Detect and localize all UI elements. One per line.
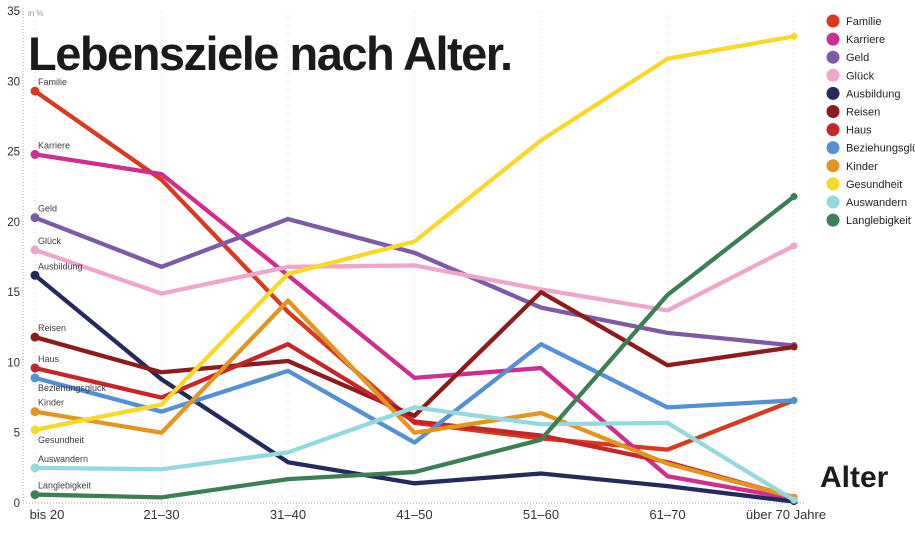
y-tick-label-0: 0 bbox=[14, 498, 20, 510]
series-end-dot-gesundheit bbox=[790, 32, 798, 40]
series-start-dot-geld bbox=[30, 213, 40, 223]
legend-label-reisen: Reisen bbox=[846, 107, 880, 119]
series-label-familie: Familie bbox=[38, 77, 67, 87]
series-line-geld bbox=[32, 215, 797, 348]
legend-swatch-ausbildung bbox=[826, 86, 840, 100]
y-tick-label-35: 35 bbox=[7, 6, 20, 18]
x-tick-label-51-60: 51–60 bbox=[523, 507, 559, 522]
series-label-langlebigkeit: Langlebigkeit bbox=[38, 481, 92, 491]
legend-label-kinder: Kinder bbox=[846, 161, 878, 173]
series-line-gl-ck bbox=[32, 243, 797, 313]
series-label-haus: Haus bbox=[38, 354, 60, 364]
series-end-dot-auswandern bbox=[790, 496, 798, 504]
series-label-ausbildung: Ausbildung bbox=[38, 261, 83, 271]
legend-swatch-kinder bbox=[826, 159, 840, 173]
x-tick-label-21-30: 21–30 bbox=[143, 507, 179, 522]
legend-label-auswandern: Auswandern bbox=[846, 197, 907, 209]
y-tick-label-20: 20 bbox=[7, 217, 20, 229]
legend-swatch-gl-ck bbox=[826, 68, 840, 82]
x-axis-title: Alter bbox=[820, 461, 889, 494]
legend-label-geld: Geld bbox=[846, 52, 869, 64]
series-start-dot-kinder bbox=[30, 407, 40, 417]
series-label-beziehungsgl-ck: Beziehungsglück bbox=[38, 383, 107, 393]
series-start-dot-karriere bbox=[30, 149, 40, 159]
legend-swatch-geld bbox=[826, 50, 840, 64]
legend-label-langlebigkeit: Langlebigkeit bbox=[846, 215, 911, 227]
series-start-dot-auswandern bbox=[30, 463, 40, 473]
series-start-dot-beziehungsgl-ck bbox=[30, 373, 40, 383]
legend-swatch-reisen bbox=[826, 105, 840, 118]
y-tick-label-5: 5 bbox=[14, 428, 20, 440]
legend-swatch-auswandern bbox=[826, 195, 840, 209]
legend-swatch-haus bbox=[826, 123, 840, 137]
legend-label-gl-ck: Glück bbox=[846, 70, 875, 82]
legend-label-haus: Haus bbox=[846, 125, 872, 137]
series-line-beziehungsgl-ck bbox=[32, 342, 797, 445]
y-axis-unit-label: in % bbox=[28, 9, 44, 18]
y-tick-label-30: 30 bbox=[7, 76, 20, 88]
legend-swatch-langlebigkeit bbox=[826, 213, 840, 227]
legend-label-ausbildung: Ausbildung bbox=[846, 88, 900, 100]
series-line-auswandern bbox=[32, 405, 797, 503]
series-label-gl-ck: Glück bbox=[38, 236, 62, 246]
legend-label-beziehungsgl-ck: Beziehungsglück bbox=[846, 143, 915, 155]
y-tick-label-15: 15 bbox=[7, 287, 20, 299]
series-line-langlebigkeit bbox=[32, 194, 797, 500]
series-line-reisen bbox=[32, 289, 797, 418]
series-start-dot-langlebigkeit bbox=[30, 490, 40, 500]
series-start-dot-ausbildung bbox=[30, 270, 40, 280]
legend-swatch-familie bbox=[826, 14, 840, 28]
legend-label-gesundheit: Gesundheit bbox=[846, 179, 902, 191]
series-label-kinder: Kinder bbox=[38, 398, 64, 408]
x-tick-label-31-40: 31–40 bbox=[270, 507, 306, 522]
series-end-dot-beziehungsgl-ck bbox=[790, 396, 798, 404]
series-start-dot-gesundheit bbox=[30, 425, 40, 435]
series-start-dot-familie bbox=[30, 86, 40, 96]
series-start-dot-haus bbox=[30, 363, 40, 373]
chart-title: Lebensziele nach Alter. bbox=[28, 27, 513, 80]
x-tick-label--ber-70-jahre: über 70 Jahre bbox=[746, 507, 826, 522]
series-start-dot-reisen bbox=[30, 332, 40, 342]
series-label-karriere: Karriere bbox=[38, 140, 70, 150]
legend-swatch-beziehungsgl-ck bbox=[826, 141, 840, 155]
series-start-dot-gl-ck bbox=[30, 245, 40, 255]
series-label-reisen: Reisen bbox=[38, 323, 66, 333]
series-line-karriere bbox=[32, 152, 797, 501]
legend-swatch-gesundheit bbox=[826, 177, 840, 191]
legend-label-karriere: Karriere bbox=[846, 34, 885, 46]
series-line-kinder bbox=[32, 298, 797, 500]
legend-label-familie: Familie bbox=[846, 16, 881, 28]
series-label-gesundheit: Gesundheit bbox=[38, 435, 85, 445]
x-tick-label-61-70: 61–70 bbox=[649, 507, 685, 522]
series-end-dot-reisen bbox=[790, 343, 798, 351]
x-tick-label-bis-20: bis 20 bbox=[30, 507, 65, 522]
series-label-geld: Geld bbox=[38, 204, 57, 214]
legend-swatch-karriere bbox=[826, 32, 840, 46]
y-tick-label-10: 10 bbox=[7, 357, 20, 369]
x-tick-label-41-50: 41–50 bbox=[396, 507, 432, 522]
series-end-dot-gl-ck bbox=[790, 242, 798, 250]
series-end-dot-langlebigkeit bbox=[790, 193, 798, 201]
y-tick-label-25: 25 bbox=[7, 147, 20, 159]
series-line-gesundheit bbox=[32, 34, 797, 433]
series-label-auswandern: Auswandern bbox=[38, 454, 88, 464]
series-line-ausbildung bbox=[32, 273, 797, 504]
